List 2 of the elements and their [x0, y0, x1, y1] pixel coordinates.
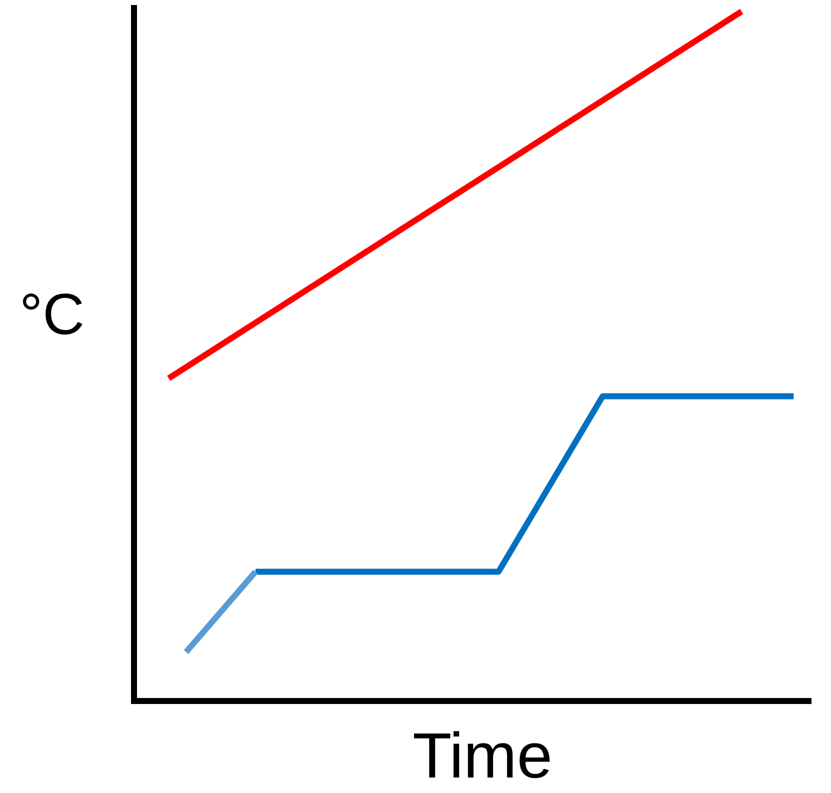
x-axis-title: Time: [412, 720, 552, 792]
y-axis-title: °C: [19, 282, 85, 347]
